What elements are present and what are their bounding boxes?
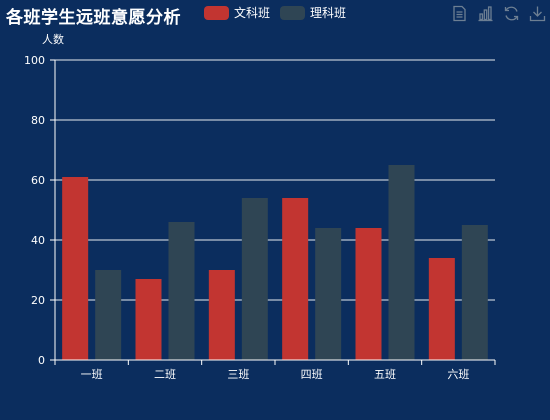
legend-item-arts[interactable]: 文科班 bbox=[204, 4, 270, 21]
x-tick-label: 一班 bbox=[81, 368, 103, 381]
bar-arts bbox=[208, 270, 235, 360]
y-tick-label: 60 bbox=[31, 174, 45, 187]
y-tick-label: 100 bbox=[24, 54, 45, 67]
y-tick-label: 40 bbox=[31, 234, 45, 247]
x-tick-label: 三班 bbox=[227, 368, 249, 381]
x-tick-label: 四班 bbox=[301, 368, 323, 381]
bar-science bbox=[241, 198, 268, 360]
legend-item-science[interactable]: 理科班 bbox=[280, 4, 346, 21]
data-view-icon[interactable] bbox=[451, 5, 468, 22]
bar-arts bbox=[282, 198, 309, 360]
legend-label-science: 理科班 bbox=[310, 6, 347, 20]
restore-icon[interactable] bbox=[503, 5, 520, 22]
y-tick-label: 20 bbox=[31, 294, 45, 307]
x-tick-label: 六班 bbox=[447, 368, 469, 381]
bar-science bbox=[95, 270, 122, 360]
bar-arts bbox=[62, 177, 89, 360]
bar-science bbox=[388, 165, 415, 360]
bar-arts bbox=[135, 279, 162, 360]
legend: 文科班 理科班 bbox=[204, 4, 356, 21]
x-tick-label: 五班 bbox=[374, 368, 396, 381]
y-tick-label: 0 bbox=[38, 354, 45, 367]
bar-arts bbox=[428, 258, 455, 360]
legend-swatch-science bbox=[280, 5, 306, 20]
y-axis-label: 人数 bbox=[42, 33, 64, 46]
bar-arts bbox=[355, 228, 382, 360]
x-tick-label: 二班 bbox=[154, 368, 176, 381]
legend-swatch-arts bbox=[204, 5, 229, 20]
y-tick-label: 80 bbox=[31, 114, 45, 127]
toolbox bbox=[451, 5, 546, 22]
legend-label-arts: 文科班 bbox=[234, 6, 271, 20]
download-icon[interactable] bbox=[529, 5, 546, 22]
bar-science bbox=[168, 222, 195, 360]
bar-science bbox=[461, 225, 488, 360]
chart-title: 各班学生远班意愿分析 bbox=[6, 8, 181, 28]
bar-science bbox=[315, 228, 342, 360]
bar-chart-icon[interactable] bbox=[477, 5, 494, 22]
